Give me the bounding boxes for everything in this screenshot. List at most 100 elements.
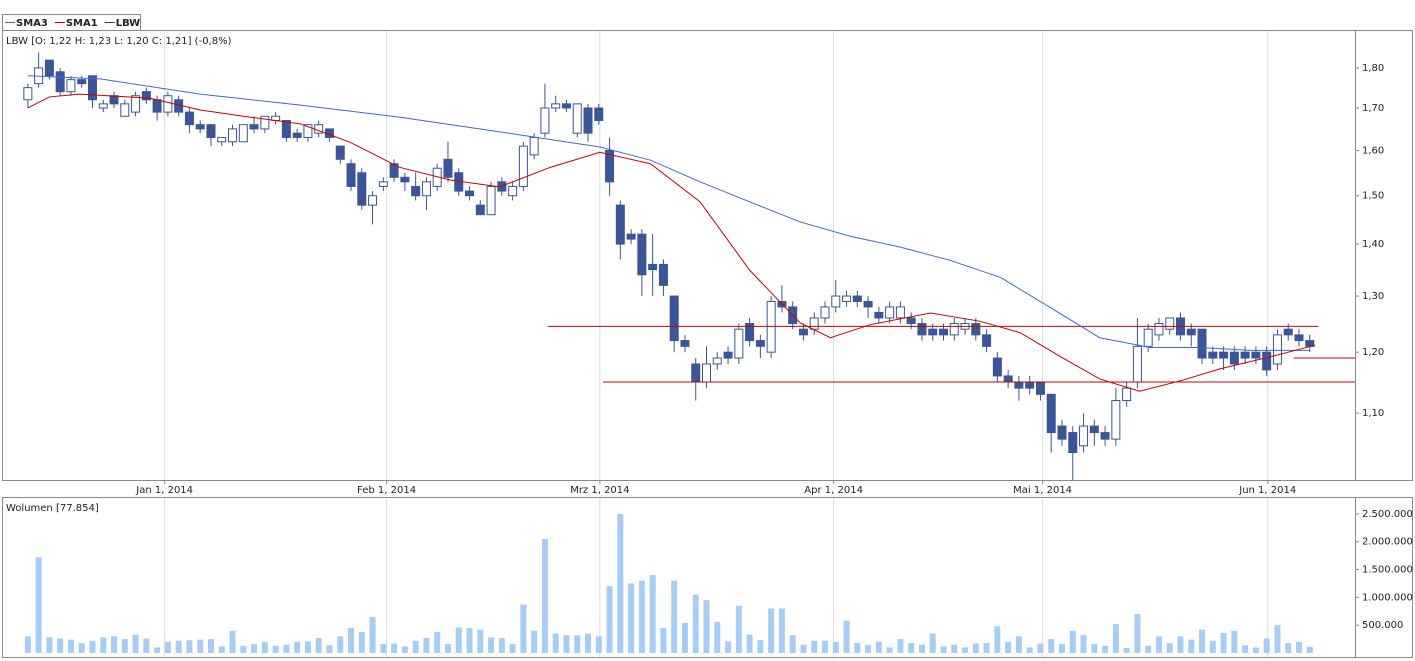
legend-label: SMA1 <box>66 18 98 29</box>
candle-body <box>335 145 345 160</box>
volume-bar <box>1252 647 1259 653</box>
candle-body <box>217 136 227 143</box>
sma-line <box>27 93 1316 392</box>
candle-body <box>906 317 916 325</box>
candle-body <box>421 181 431 197</box>
candle-body <box>1014 381 1024 389</box>
candle-body <box>131 95 141 113</box>
candle-body <box>842 295 852 302</box>
volume-bar <box>229 630 236 653</box>
volume-bar <box>595 636 602 653</box>
candle-body <box>917 323 927 336</box>
volume-bar <box>628 583 635 653</box>
volume-bar <box>574 635 581 653</box>
candle-body <box>982 334 992 347</box>
candle-body <box>551 103 561 109</box>
y-tick-label: 1,20 <box>1362 347 1384 358</box>
candle-body <box>1122 387 1132 402</box>
volume-bar <box>1231 630 1238 653</box>
legend-box <box>2 14 141 31</box>
candle-body <box>1262 351 1272 371</box>
volume-bar <box>477 629 484 653</box>
volume-bar <box>121 639 128 653</box>
volume-bar <box>272 645 279 653</box>
volume-bar <box>369 616 376 653</box>
y-tick-label: 1,80 <box>1362 63 1384 74</box>
volume-bar <box>1242 645 1249 653</box>
candle-body <box>1208 351 1218 359</box>
candle-body <box>260 115 270 130</box>
volume-bar <box>929 633 936 653</box>
candle-body <box>702 363 712 383</box>
volume-bar <box>1145 645 1152 653</box>
candle-body <box>809 317 819 330</box>
volume-bar <box>67 639 74 653</box>
candle-body <box>1272 334 1282 365</box>
volume-bar <box>240 645 247 653</box>
candle-body <box>120 103 130 117</box>
volume-bar <box>1263 638 1270 653</box>
candle-body <box>389 163 399 178</box>
volume-bar <box>391 643 398 653</box>
volume-bar <box>100 637 107 653</box>
candle-body <box>508 185 518 197</box>
candle-body <box>1165 317 1175 330</box>
candle-body <box>1132 345 1142 383</box>
candle-body <box>195 124 205 130</box>
volume-bar <box>962 647 969 653</box>
volume-bar <box>681 622 688 653</box>
volume-bar <box>1091 644 1098 653</box>
candle-body <box>745 323 755 342</box>
sma-line <box>27 75 1310 351</box>
x-tick-label: Apr 1, 2014 <box>804 485 863 496</box>
volume-bar <box>175 640 182 653</box>
candle-body <box>1154 323 1164 336</box>
candle-body <box>669 295 679 342</box>
candle-body <box>949 323 959 336</box>
volume-bar <box>218 646 225 653</box>
candle-body <box>292 132 302 138</box>
volume-bar <box>1015 636 1022 653</box>
volume-bar <box>1177 636 1184 653</box>
candle-body <box>583 107 593 134</box>
volume-bar <box>207 639 214 653</box>
volume-bar <box>983 642 990 653</box>
volume-bar <box>498 637 505 653</box>
candle-body <box>561 103 571 109</box>
volume-bar <box>488 637 495 653</box>
y-tick-label: 1,50 <box>1362 191 1384 202</box>
candle-body <box>400 176 410 183</box>
price-panel <box>2 30 1413 481</box>
y-tick-label: 1,30 <box>1362 291 1384 302</box>
candle-body <box>1197 328 1207 359</box>
volume-bar <box>509 644 516 653</box>
volume-bar <box>315 637 322 653</box>
candle-body <box>885 306 895 319</box>
volume-bar <box>725 641 732 653</box>
volume-bar <box>531 630 538 653</box>
candle-body <box>938 328 948 336</box>
volume-bar <box>994 626 1001 653</box>
candle-body <box>184 111 194 126</box>
volume-bar <box>832 641 839 653</box>
y-tick-label: 2.500.000 <box>1362 509 1413 520</box>
volume-panel <box>2 497 1413 658</box>
volume-title: Wolumen [77.854] <box>6 503 99 514</box>
candle-body <box>971 323 981 336</box>
candle-body <box>303 124 313 138</box>
volume-bar <box>552 633 559 653</box>
volume-bar <box>251 644 258 653</box>
volume-bar <box>692 594 699 653</box>
volume-bar <box>423 637 430 653</box>
volume-bar <box>800 644 807 653</box>
candle-body <box>734 328 744 359</box>
volume-bar <box>714 621 721 653</box>
candle-body <box>637 233 647 276</box>
volume-bar <box>671 580 678 653</box>
volume-bar <box>132 634 139 653</box>
volume-bar <box>886 647 893 653</box>
volume-bar <box>1306 646 1313 653</box>
volume-bar <box>46 637 53 653</box>
volume-bar <box>811 640 818 653</box>
price-header: LBW [O: 1,22 H: 1,23 L: 1,20 C: 1,21] (-… <box>6 36 232 47</box>
